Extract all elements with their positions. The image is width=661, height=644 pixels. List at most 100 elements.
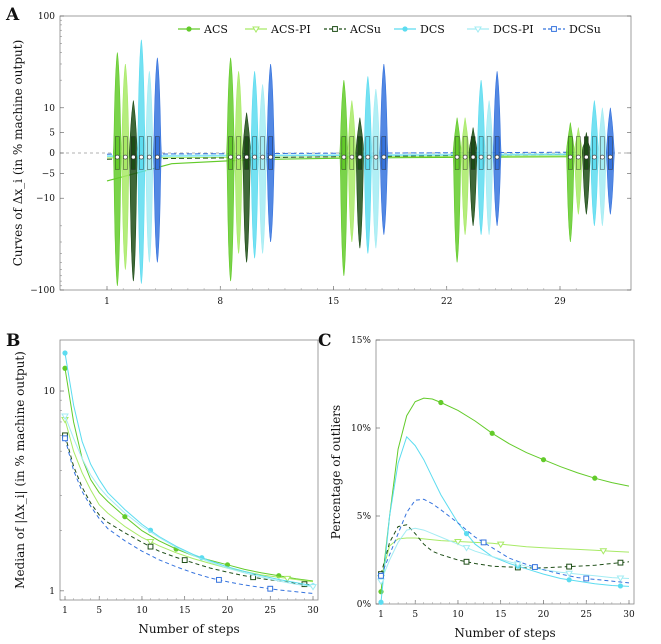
- x-tick-label: 20: [222, 606, 234, 616]
- series-marker-dcs: [378, 599, 384, 605]
- x-tick-label: 5: [96, 606, 102, 616]
- series-marker-dcs-pi: [616, 575, 625, 583]
- series-marker-acs-pi: [496, 541, 505, 549]
- panel-label-a: A: [5, 5, 20, 25]
- series-marker-acsu: [147, 543, 154, 550]
- violin-median-acsu: [357, 154, 363, 160]
- violin-box-acsu: [131, 136, 136, 170]
- violin-median-acsu: [584, 154, 589, 160]
- x-tick-label: 1: [62, 606, 68, 616]
- violin-median-dcs: [592, 154, 597, 160]
- violin-box-dcs: [365, 136, 371, 170]
- x-tick-label: 15: [179, 606, 191, 616]
- series-marker-dcsu: [62, 435, 68, 442]
- violin-median-acsu: [244, 154, 249, 160]
- series-marker-dcs-pi: [462, 545, 471, 552]
- violin-median-acs-pi: [462, 154, 468, 160]
- violin-median-dcs-pi: [147, 154, 152, 160]
- violin-median-acs-pi: [349, 154, 355, 160]
- x-tick-label: 30: [623, 610, 635, 620]
- y-tick-label-a: 10: [44, 104, 56, 114]
- violin-median-dcs-pi: [600, 154, 605, 160]
- violin-acs: [339, 80, 349, 276]
- violin-box-dcs: [252, 136, 257, 170]
- y-axis-label-a: Curves of Δx_i (in % machine output): [11, 40, 25, 267]
- series-marker-dcs-pi: [377, 578, 385, 586]
- violin-median-dcs-pi: [260, 154, 265, 160]
- series-marker-acs: [438, 399, 444, 406]
- legend-label-dcs-pi: DCS-PI: [493, 23, 534, 36]
- violin-box-acs: [568, 136, 573, 170]
- violin-box-dcs: [139, 136, 144, 170]
- series-marker-dcs-pi: [309, 584, 317, 591]
- y-tick-label-a: 5: [49, 128, 55, 138]
- x-tick-label: 20: [538, 610, 550, 620]
- y-tick-label: 10%: [351, 424, 371, 434]
- violin-median-acs: [115, 154, 120, 160]
- violin-plot-a: 100 10 5 0 −5 −10 −100 1 8 15 22 29 Curves of Δx_i (…: [11, 12, 632, 307]
- violin-box-acs: [454, 136, 460, 170]
- series-marker-dcsu: [216, 576, 222, 583]
- series-marker-dcs: [463, 531, 470, 537]
- series-marker-dcs: [617, 583, 624, 589]
- y-tick-label-a: 100: [38, 12, 55, 22]
- violin-box-acs: [341, 136, 347, 170]
- legend-marker-acs: [186, 26, 192, 32]
- violin-acs-pi: [460, 117, 470, 235]
- violin-box-dcs-pi: [260, 136, 265, 170]
- series-line-dcsu: [380, 498, 630, 584]
- violin-box-dcsu: [155, 136, 160, 170]
- series-line-dcs: [380, 435, 630, 603]
- violin-box-acs-pi: [462, 136, 468, 170]
- violin-median-dcs: [478, 154, 484, 160]
- violin-box-acsu: [244, 136, 249, 170]
- x-tick-label-a: 1: [104, 297, 110, 307]
- legend-label-acs: ACS: [203, 23, 228, 36]
- series-line-acs: [380, 397, 630, 592]
- y-tick-label: 1: [49, 587, 55, 597]
- series-marker-dcsu: [480, 539, 487, 546]
- y-axis-label: Median of |Δx_i| (in % machine output): [13, 351, 27, 589]
- series-marker-acs: [592, 475, 598, 481]
- series-line-dcs-pi: [380, 527, 630, 582]
- y-tick-label-a: −10: [36, 194, 55, 204]
- violin-box-acs-pi: [576, 136, 581, 170]
- y-tick-label-a: −100: [30, 286, 55, 296]
- violin-box-acs: [115, 136, 120, 170]
- violin-box-acs-pi: [123, 136, 128, 170]
- series-marker-dcs: [62, 350, 68, 356]
- series-marker-dcs-pi: [61, 413, 69, 420]
- y-tick-label-a: −5: [42, 170, 56, 180]
- x-axis-label: Number of steps: [138, 622, 239, 636]
- x-tick-label: 10: [136, 606, 148, 616]
- legend-marker-acsu: [332, 26, 338, 32]
- x-tick-label-a: 8: [217, 297, 223, 307]
- series-marker-dcsu: [267, 585, 274, 592]
- violin-median-acsu: [470, 154, 476, 160]
- series-marker-acs: [378, 589, 384, 595]
- violin-box-dcs: [592, 136, 597, 170]
- y-axis-label: Percentage of outliers: [329, 405, 343, 539]
- series-marker-acsu: [617, 559, 624, 566]
- violin-median-acs: [568, 154, 573, 160]
- violin-median-acs-pi: [576, 154, 581, 160]
- violin-median-dcsu: [268, 154, 273, 160]
- violin-box-dcsu: [494, 136, 500, 170]
- y-tick-label: 10: [44, 387, 56, 397]
- series-marker-dcsu: [532, 564, 538, 570]
- violin-median-dcsu: [608, 154, 613, 160]
- violin-acsu: [242, 112, 251, 263]
- violin-box-dcsu: [268, 136, 273, 170]
- violin-median-dcs: [252, 154, 257, 160]
- x-tick-label: 10: [452, 610, 464, 620]
- violin-box-dcs-pi: [373, 136, 379, 170]
- plot-frame: [375, 339, 635, 605]
- violin-box-dcsu: [381, 136, 387, 170]
- series-line-acs: [64, 368, 314, 582]
- series-marker-acs: [122, 514, 128, 520]
- violin-median-dcs-pi: [373, 154, 379, 160]
- legend-marker-acs-pi: [252, 26, 260, 33]
- legend-marker-dcsu: [551, 26, 557, 32]
